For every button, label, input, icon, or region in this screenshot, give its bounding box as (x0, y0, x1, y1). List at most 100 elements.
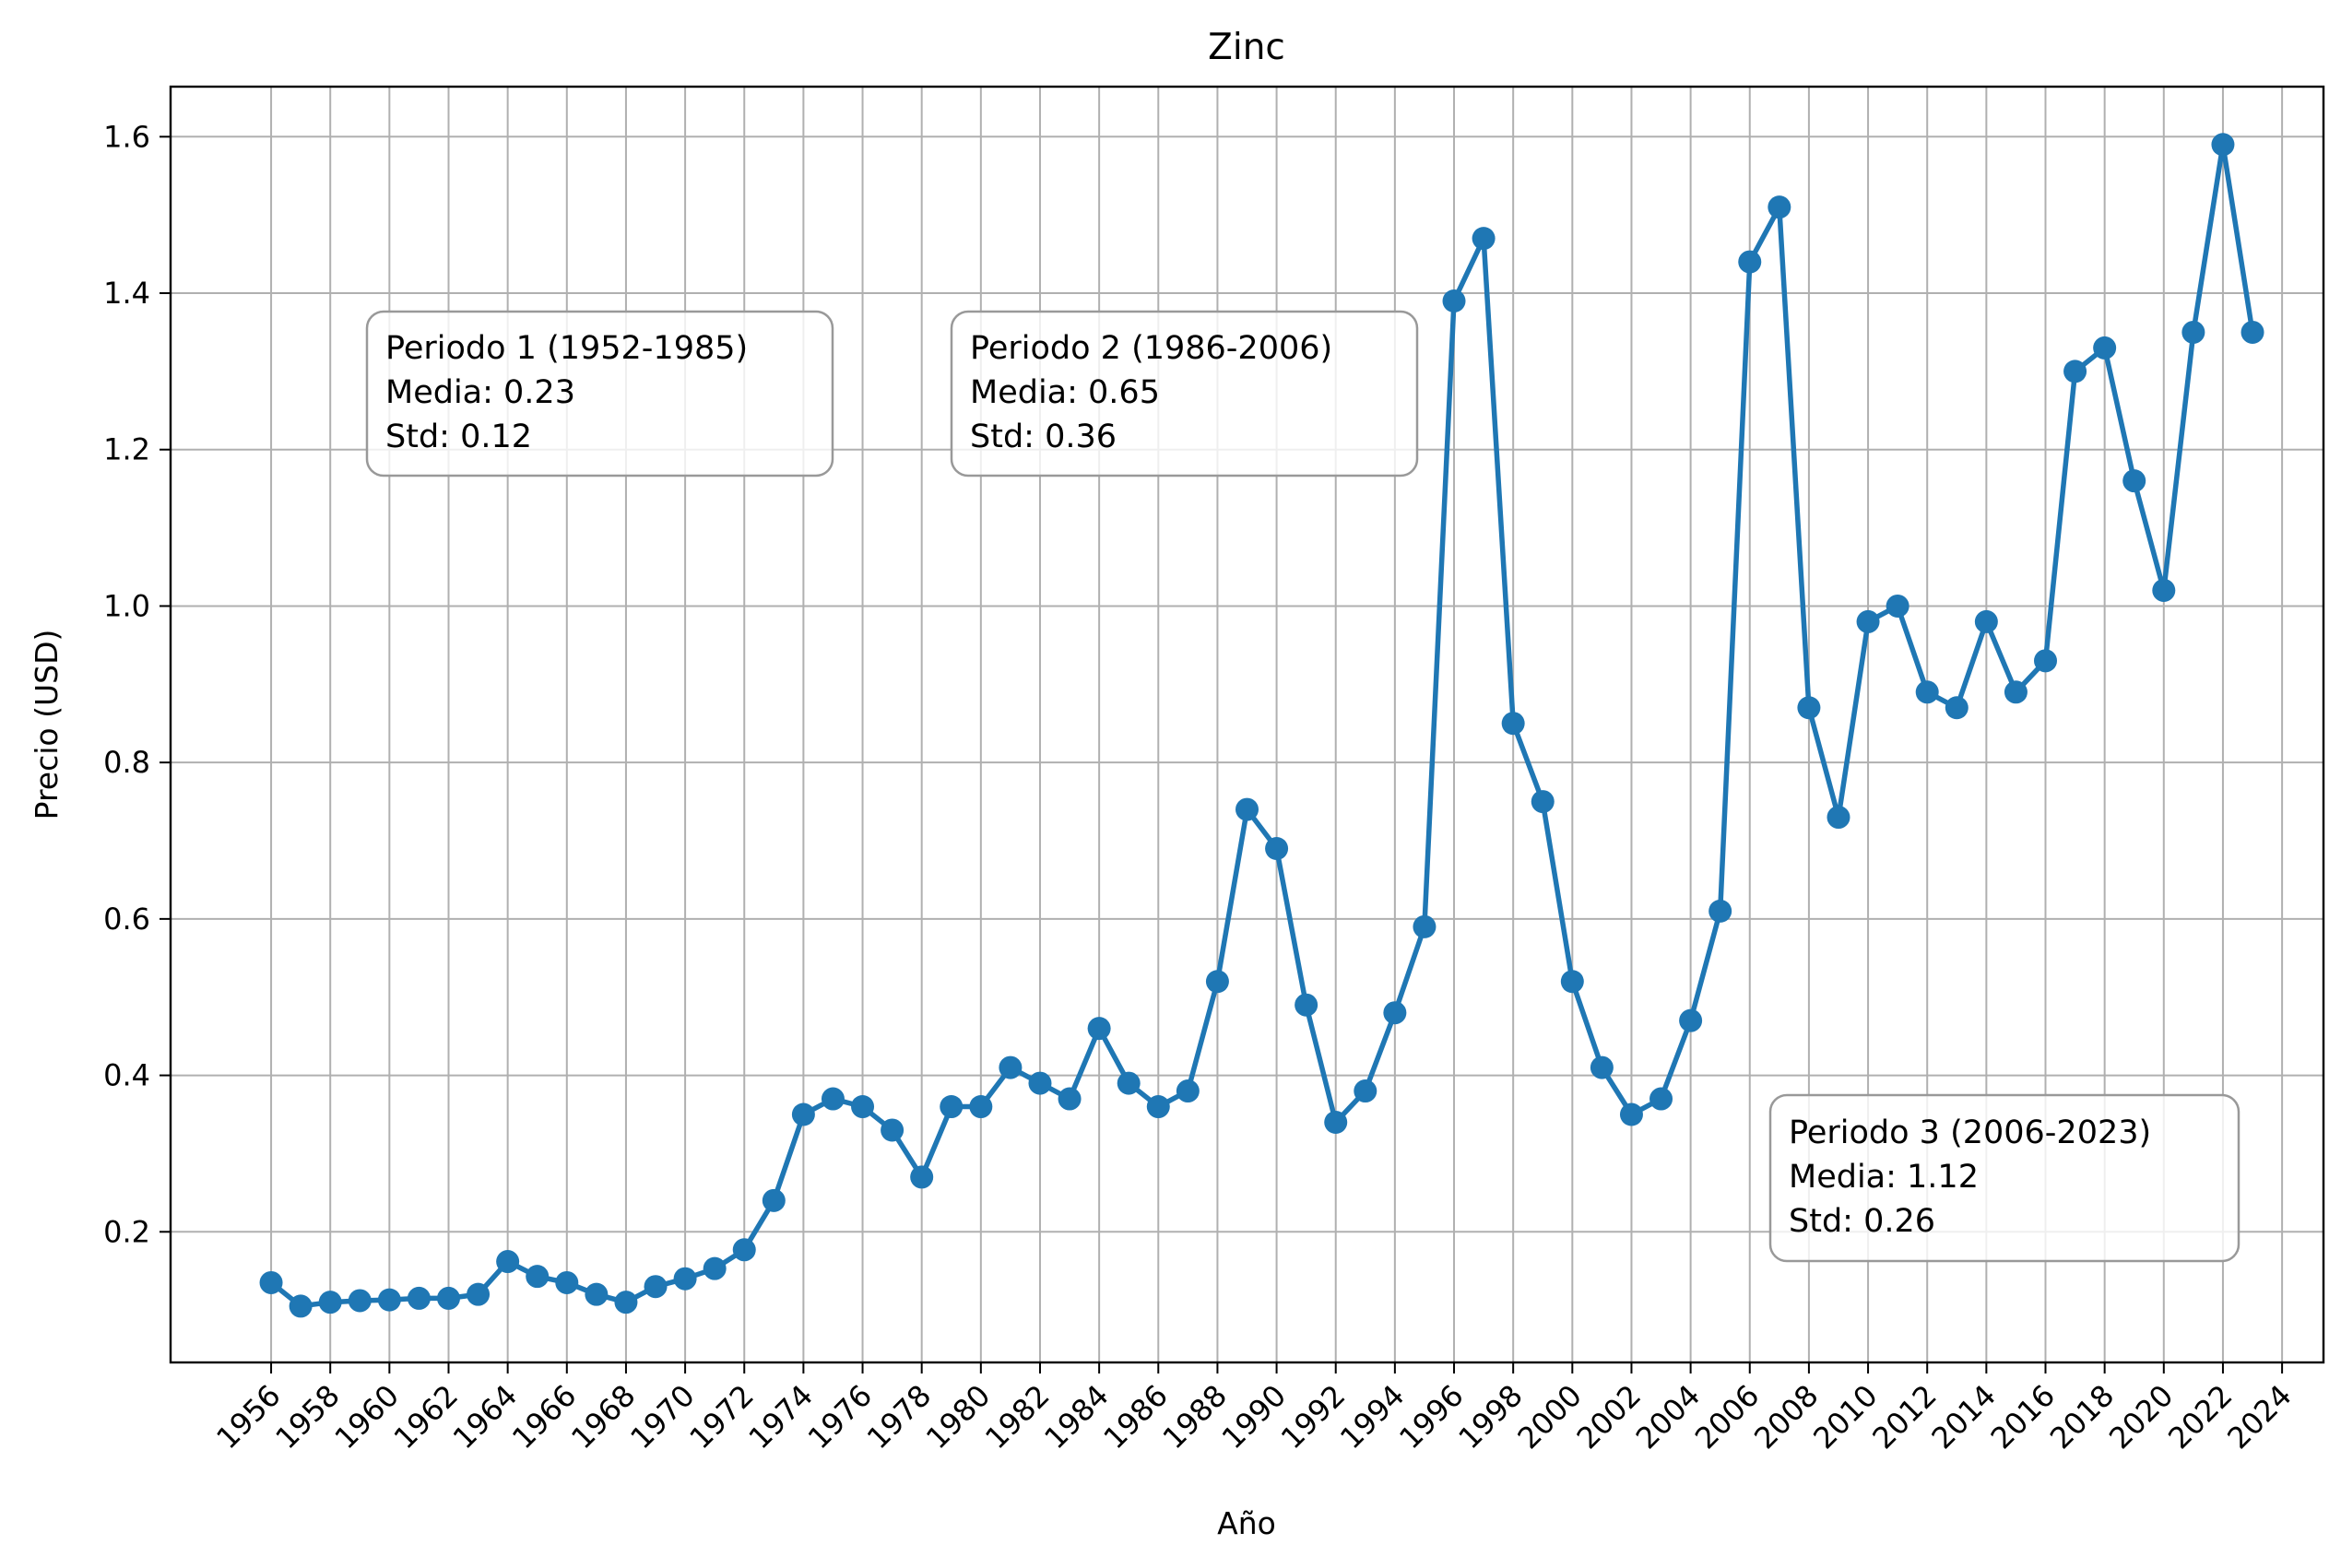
y-tick-label: 1.6 (103, 119, 150, 154)
y-tick-label: 1.0 (103, 588, 150, 623)
data-point (1679, 1008, 1703, 1032)
annotation-line: Media: 0.65 (970, 374, 1160, 411)
data-point (1531, 790, 1555, 814)
data-point (940, 1095, 964, 1119)
data-point (1442, 289, 1466, 313)
data-point (1354, 1079, 1377, 1103)
data-point (2152, 578, 2176, 602)
data-point (614, 1291, 638, 1315)
data-point (2034, 649, 2058, 673)
data-point (1827, 806, 1850, 830)
data-point (1501, 712, 1525, 736)
data-point (851, 1095, 875, 1119)
data-point (1915, 680, 1939, 704)
data-point (732, 1238, 756, 1262)
y-axis-label: Precio (USD) (29, 630, 65, 820)
data-point (1413, 914, 1437, 938)
data-point (377, 1288, 401, 1312)
data-point (1117, 1071, 1141, 1095)
data-point (1176, 1079, 1200, 1103)
data-point (1974, 609, 1998, 633)
data-point (673, 1267, 697, 1291)
data-point (407, 1286, 431, 1310)
data-point (1383, 1001, 1407, 1025)
annotation-line: Periodo 2 (1986-2006) (970, 330, 1332, 367)
data-point (1738, 250, 1762, 274)
data-point (348, 1289, 372, 1313)
y-tick-label: 1.2 (103, 432, 150, 467)
data-point (969, 1095, 993, 1119)
x-axis-label: Año (1217, 1505, 1276, 1541)
annotation-line: Periodo 1 (1952-1985) (385, 330, 748, 367)
annotation-line: Std: 0.36 (970, 419, 1117, 455)
grid (171, 87, 2323, 1362)
data-point (289, 1294, 313, 1318)
data-point (2093, 336, 2117, 360)
data-point (2241, 320, 2264, 344)
data-point (1236, 797, 1259, 821)
y-tick-label: 0.2 (103, 1214, 150, 1249)
y-tick-label: 1.4 (103, 276, 150, 311)
annotation-periodo-3: Periodo 3 (2006-2023) Media: 1.12 Std: 0… (1768, 1093, 2241, 1263)
data-point (526, 1265, 550, 1289)
chart-title: Zinc (1208, 27, 1285, 68)
data-point (436, 1286, 460, 1310)
data-point (1708, 899, 1732, 923)
data-point (703, 1256, 727, 1280)
annotation-periodo-2: Periodo 2 (1986-2006) Media: 0.65 Std: 0… (950, 310, 1419, 477)
data-point (2004, 680, 2028, 704)
data-point (1886, 594, 1909, 618)
data-point (1560, 970, 1584, 994)
data-point (1768, 195, 1791, 219)
data-point (467, 1282, 491, 1306)
data-point (2122, 469, 2146, 493)
data-point (1472, 227, 1496, 251)
data-point (318, 1291, 342, 1315)
annotation-line: Periodo 3 (2006-2023) (1789, 1114, 2151, 1151)
data-point (791, 1102, 815, 1126)
data-point (2211, 133, 2235, 157)
data-point (2181, 320, 2205, 344)
y-tick-label: 0.4 (103, 1058, 150, 1093)
data-point (1295, 993, 1318, 1017)
data-point (585, 1282, 609, 1306)
data-point (1649, 1087, 1673, 1111)
annotation-box (950, 310, 1419, 477)
data-point (1058, 1087, 1082, 1111)
series-zinc-price (259, 133, 2264, 1318)
data-point (999, 1055, 1023, 1079)
data-point (1856, 609, 1880, 633)
y-tick-label: 0.8 (103, 745, 150, 780)
data-point (555, 1270, 579, 1294)
data-point (1797, 696, 1821, 720)
annotation-box (1768, 1093, 2241, 1263)
data-point (910, 1165, 934, 1189)
data-point (881, 1118, 904, 1142)
data-point (1087, 1017, 1111, 1041)
data-point (644, 1275, 668, 1299)
data-point (1028, 1071, 1052, 1095)
data-point (821, 1087, 845, 1111)
data-point (1146, 1095, 1170, 1119)
data-point (2063, 360, 2087, 383)
data-point (1205, 970, 1229, 994)
annotation-line: Media: 0.23 (385, 374, 575, 411)
data-point (1945, 696, 1969, 720)
data-point (1619, 1102, 1643, 1126)
y-axis-ticks: 0.2 0.4 0.6 0.8 1.0 1.2 1.4 1.6 (103, 119, 171, 1249)
data-point (496, 1250, 520, 1274)
data-point (762, 1188, 786, 1212)
annotation-periodo-1: Periodo 1 (1952-1985) Media: 0.23 Std: 0… (365, 310, 834, 477)
annotation-line: Std: 0.26 (1789, 1203, 1935, 1240)
data-point (259, 1270, 283, 1294)
data-point (1265, 836, 1289, 860)
annotation-box (365, 310, 834, 477)
plot-frame (169, 85, 2325, 1364)
data-point (1324, 1110, 1348, 1134)
annotation-line: Std: 0.12 (385, 419, 532, 455)
data-point (1590, 1055, 1614, 1079)
y-tick-label: 0.6 (103, 902, 150, 937)
annotation-line: Media: 1.12 (1789, 1159, 1979, 1196)
